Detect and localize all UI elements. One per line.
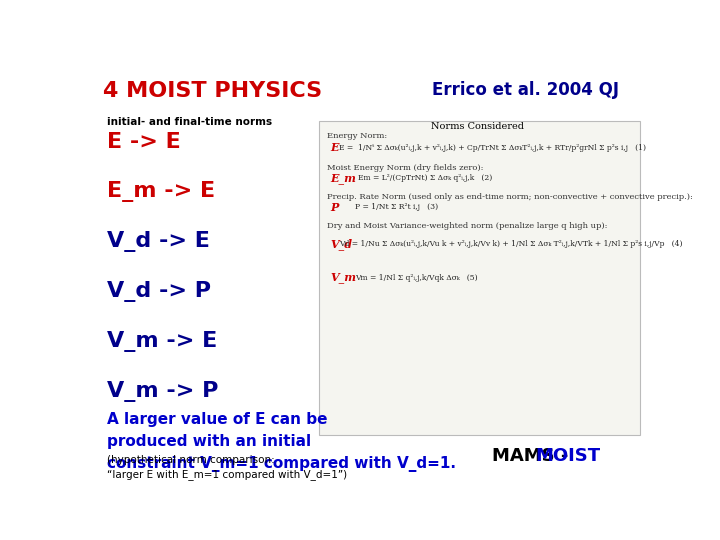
Text: initial- and final-time norms: initial- and final-time norms xyxy=(107,117,272,127)
Text: Vm = 1/Nl Σ q²ᵢ,j,k/Vqk Δσₖ   (5): Vm = 1/Nl Σ q²ᵢ,j,k/Vqk Δσₖ (5) xyxy=(355,274,477,282)
Text: E_m -> E: E_m -> E xyxy=(107,181,215,202)
FancyBboxPatch shape xyxy=(319,121,639,435)
Text: A larger value of E can be: A larger value of E can be xyxy=(107,412,327,427)
Text: V_d -> P: V_d -> P xyxy=(107,281,211,302)
Text: V_d -> E: V_d -> E xyxy=(107,231,210,252)
Text: P = 1/Nt Σ R²t i,j   (3): P = 1/Nt Σ R²t i,j (3) xyxy=(355,203,438,211)
Text: “larger E with E_m=1 compared with V_d=1”): “larger E with E_m=1 compared with V_d=1… xyxy=(107,469,347,480)
Text: (hypothetical norm comparison:: (hypothetical norm comparison: xyxy=(107,455,274,465)
Text: V_m: V_m xyxy=(330,272,356,283)
Text: Norms Considered: Norms Considered xyxy=(431,122,524,131)
Text: MAMS -: MAMS - xyxy=(492,447,575,465)
Text: E: E xyxy=(330,143,338,153)
Text: Energy Norm:: Energy Norm: xyxy=(327,132,387,140)
Text: V_m -> E: V_m -> E xyxy=(107,331,217,352)
Text: 4 MOIST PHYSICS: 4 MOIST PHYSICS xyxy=(103,82,323,102)
Text: Dry and Moist Variance-weighted norm (penalize large q high up):: Dry and Moist Variance-weighted norm (pe… xyxy=(327,222,608,230)
Text: V_m -> P: V_m -> P xyxy=(107,381,218,402)
Text: V_d: V_d xyxy=(330,238,352,249)
Text: Vd = 1/Nu Σ Δσₖ(u²ᵢ,j,k/Vu k + v²ᵢ,j,k/Vv k) + 1/Nl Σ Δσₖ T²ᵢ,j,k/VTk + 1/Nl Σ p: Vd = 1/Nu Σ Δσₖ(u²ᵢ,j,k/Vu k + v²ᵢ,j,k/V… xyxy=(339,240,683,248)
Text: Em = L²/(CpTrNt) Σ Δσₖ q²ᵢ,j,k   (2): Em = L²/(CpTrNt) Σ Δσₖ q²ᵢ,j,k (2) xyxy=(358,174,492,183)
Text: produced with an initial: produced with an initial xyxy=(107,434,311,449)
Text: MOIST: MOIST xyxy=(535,447,600,465)
Text: E_m: E_m xyxy=(330,173,356,184)
Text: constraint V_m=1 compared with V_d=1.: constraint V_m=1 compared with V_d=1. xyxy=(107,456,456,472)
Text: Errico et al. 2004 QJ: Errico et al. 2004 QJ xyxy=(432,82,618,99)
Text: P: P xyxy=(330,201,338,213)
Text: Precip. Rate Norm (used only as end-time norm; non-convective + convective preci: Precip. Rate Norm (used only as end-time… xyxy=(327,193,693,201)
Text: E -> E: E -> E xyxy=(107,132,181,152)
Text: Moist Energy Norm (dry fields zero):: Moist Energy Norm (dry fields zero): xyxy=(327,164,484,172)
Text: E =  1/Nᵗ Σ Δσₖ(u²ᵢ,j,k + v²ᵢ,j,k) + Cp/TrNt Σ ΔσₖT²ᵢ,j,k + RTr/p²grNl Σ p²s i,j: E = 1/Nᵗ Σ Δσₖ(u²ᵢ,j,k + v²ᵢ,j,k) + Cp/T… xyxy=(339,144,647,152)
